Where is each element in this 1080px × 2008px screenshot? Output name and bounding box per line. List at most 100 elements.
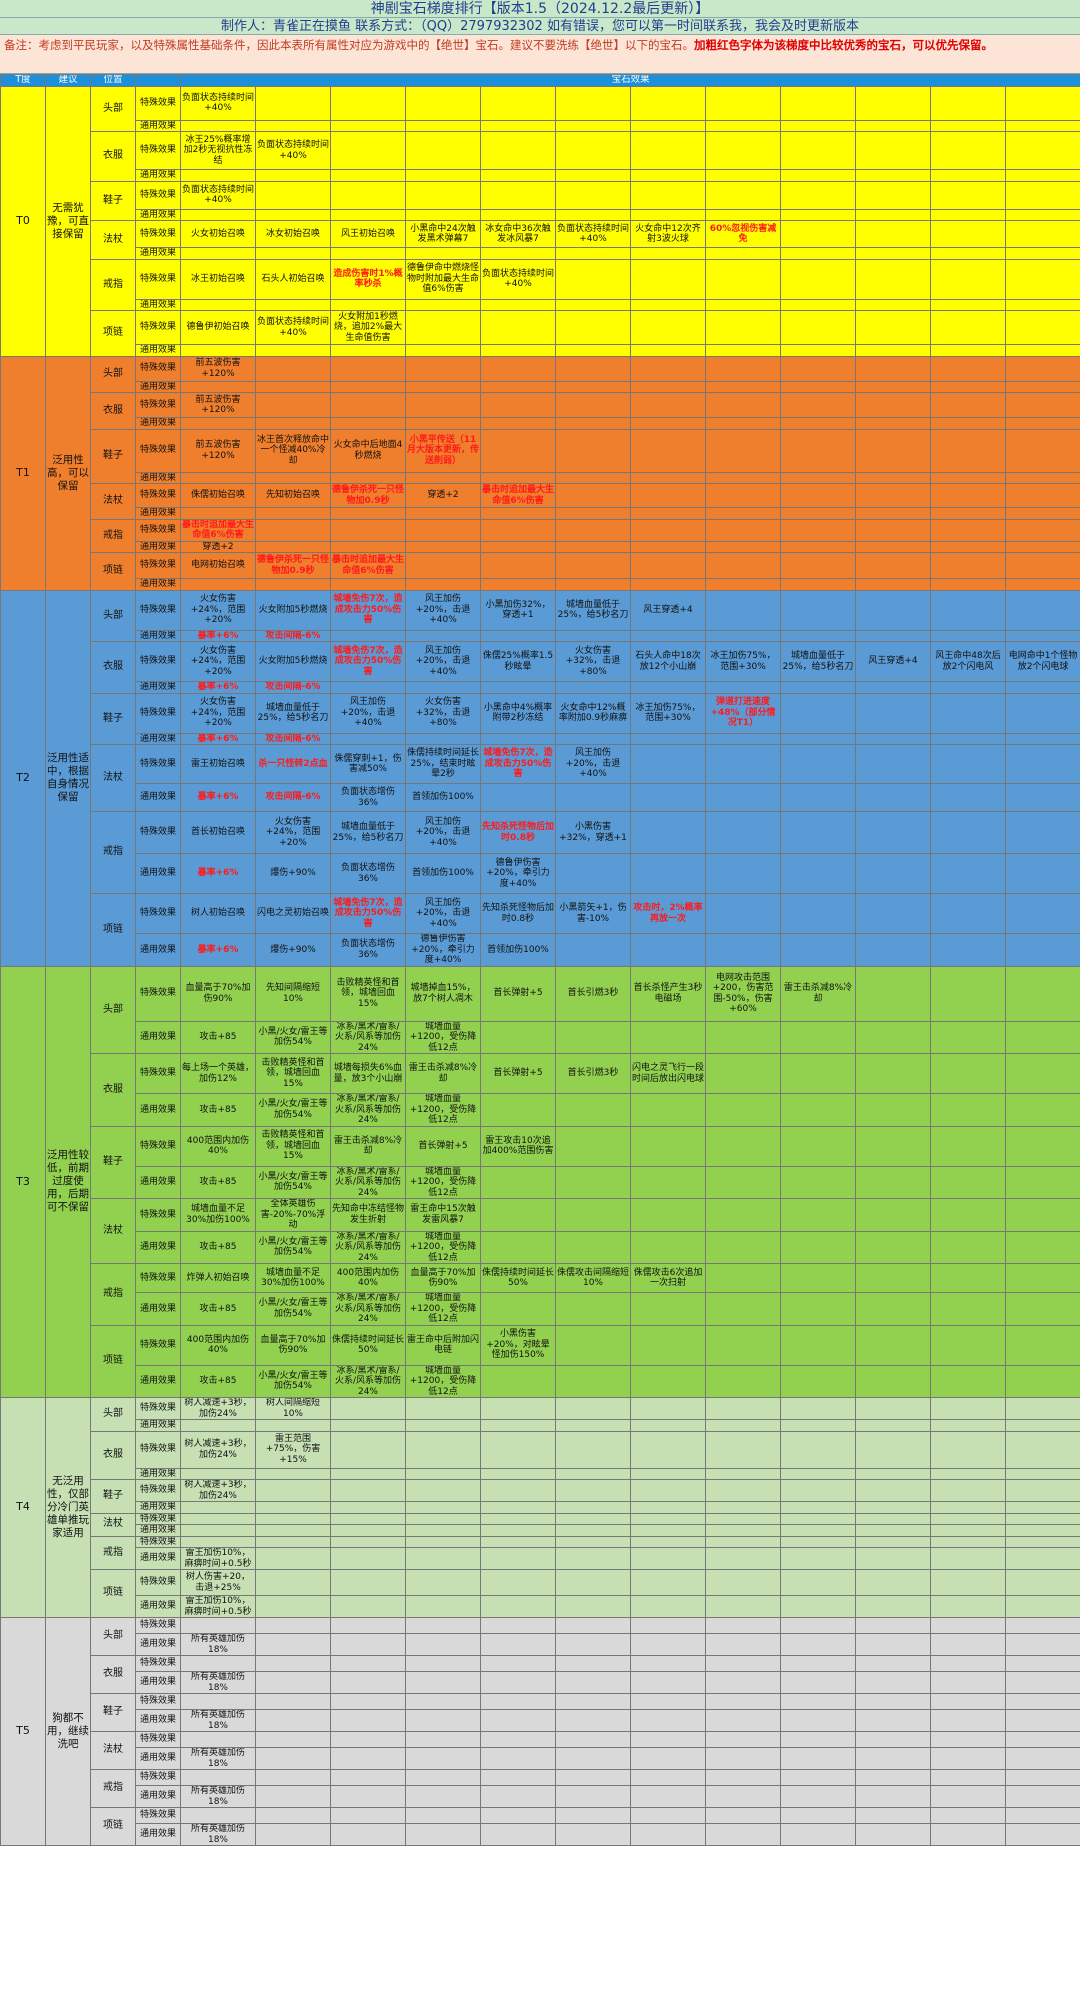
effect-cell [180, 417, 256, 430]
effect-cell [480, 247, 556, 260]
effect-type: 特殊效果 [135, 1324, 181, 1366]
effect-cell [855, 1569, 931, 1596]
table-row: 通用效果 所有英雄加伤18% [0, 1709, 1080, 1732]
effect-cell [1004, 578, 1080, 591]
effect-cell [405, 1512, 481, 1525]
effect-cell [555, 1617, 631, 1634]
effect-cell [855, 518, 931, 542]
effect-cell [705, 1617, 781, 1634]
effect-cell [630, 933, 706, 967]
effect-cell [555, 629, 631, 642]
effect-cell [405, 629, 481, 642]
effect-cell [630, 1535, 706, 1548]
effect-type: 通用效果 [135, 1093, 181, 1127]
effect-cell [480, 1535, 556, 1548]
table-row: 通用效果 [0, 1467, 1080, 1480]
effect-cell [255, 1512, 331, 1525]
effect-cell [330, 1397, 406, 1420]
effect-cell: 首领加伤100% [405, 853, 481, 894]
effect-cell [330, 1655, 406, 1672]
col-position-header: 位置 [90, 74, 136, 87]
effect-cell [1004, 417, 1080, 430]
effect-type: 通用效果 [135, 1292, 181, 1326]
effect-cell: 城墙血量+1200，受伤降低12点 [405, 1020, 481, 1054]
effect-cell [855, 298, 931, 311]
table-row: 项链 特殊效果 树人初始召唤 闪电之灵初始召唤 城墙免伤7次，造成攻击力50%伤害 风王加… [0, 893, 1080, 967]
effect-cell [930, 1785, 1006, 1808]
effect-cell [1004, 247, 1080, 260]
effect-cell [555, 540, 631, 553]
effect-cell [330, 1823, 406, 1846]
effect-cell [180, 119, 256, 132]
effect-cell [780, 1693, 856, 1710]
effect-cell [1004, 681, 1080, 694]
effect-cell [480, 310, 556, 345]
table-row: 通用效果 [0, 417, 1080, 430]
effect-cell [255, 208, 331, 221]
effect-cell [630, 629, 706, 642]
effect-cell [630, 131, 706, 170]
effect-cell [855, 552, 931, 579]
effect-cell: 小黑命中4%概率附带2秒冻结 [480, 692, 556, 734]
effect-type: 特殊效果 [135, 1053, 181, 1094]
effect-cell [930, 629, 1006, 642]
slot-position: 头部 [90, 85, 136, 132]
effect-cell: 侏儒25%概率1.5秒眩晕 [480, 641, 556, 682]
note-bold: 加粗红色字体为该梯度中比较优秀的宝石，可以优先保留。 [694, 38, 993, 52]
effect-cell [555, 1655, 631, 1672]
effect-cell [705, 1501, 781, 1514]
effect-cell: 树人伤害+20，击退+25% [180, 1569, 256, 1596]
effect-cell [405, 507, 481, 520]
effect-cell: 暴率+6% [180, 732, 256, 745]
effect-cell [555, 1419, 631, 1432]
effect-cell [1004, 1747, 1080, 1770]
effect-cell [780, 1430, 856, 1469]
effect-cell: 风王加伤+20%，击退+40% [405, 641, 481, 682]
effect-cell [555, 1747, 631, 1770]
effect-cell [930, 258, 1006, 300]
effect-cell: 所有英雄加伤18% [180, 1747, 256, 1770]
effect-cell [1004, 1524, 1080, 1537]
slot-position: 项链 [90, 893, 136, 967]
effect-cell [180, 1731, 256, 1748]
effect-cell [1004, 483, 1080, 508]
effect-cell: 城墙每损失6%血量，放3个小山崩 [330, 1053, 406, 1094]
effect-cell [630, 1731, 706, 1748]
effect-cell: 德鲁伊杀死一只怪物加0.9秒 [330, 483, 406, 508]
table-row: 鞋子 特殊效果 [0, 1693, 1080, 1732]
effect-cell [555, 119, 631, 132]
effect-cell: 雷王范围+75%，伤害+15% [255, 1430, 331, 1469]
effect-cell [630, 1709, 706, 1732]
effect-cell [1004, 1467, 1080, 1480]
effect-cell: 冰系/黑术/雷系/火系/风系等加伤24% [330, 1230, 406, 1264]
effect-cell [930, 1397, 1006, 1420]
effect-cell [405, 1595, 481, 1618]
effect-cell [930, 732, 1006, 745]
effect-type: 特殊效果 [135, 85, 181, 121]
effect-cell [705, 744, 781, 784]
effect-cell: 先知杀死怪物后加时0.8秒 [480, 811, 556, 854]
effect-cell [930, 417, 1006, 430]
effect-cell: 闪电之灵初始召唤 [255, 893, 331, 934]
tier-label: T3 [0, 965, 46, 1398]
effect-cell [480, 85, 556, 121]
effect-cell [780, 483, 856, 508]
effect-cell [780, 1747, 856, 1770]
effect-cell: 暴率+6% [180, 933, 256, 967]
effect-cell [330, 507, 406, 520]
effect-cell: 暴率+6% [180, 853, 256, 894]
effect-cell: 德鲁伊杀死一只怪物加0.9秒 [255, 552, 331, 579]
effect-type: 通用效果 [135, 1785, 181, 1808]
effect-cell: 负面状态持续时间+40% [555, 220, 631, 248]
effect-cell: 首长弹射+5 [480, 1053, 556, 1094]
effect-cell [1004, 1230, 1080, 1264]
effect-cell: 雷王加伤10%，麻痹时间+0.5秒 [180, 1547, 256, 1570]
effect-cell [630, 169, 706, 182]
effect-cell [780, 578, 856, 591]
effect-cell [930, 1731, 1006, 1748]
effect-cell [855, 853, 931, 894]
effect-cell [930, 483, 1006, 508]
effect-cell [705, 1020, 781, 1054]
effect-cell [480, 380, 556, 393]
table-row: 衣服 特殊效果 每上场一个英雄，加伤12% 击败精英怪和首领，城墙回血15% 城墙每损失… [0, 1053, 1080, 1127]
